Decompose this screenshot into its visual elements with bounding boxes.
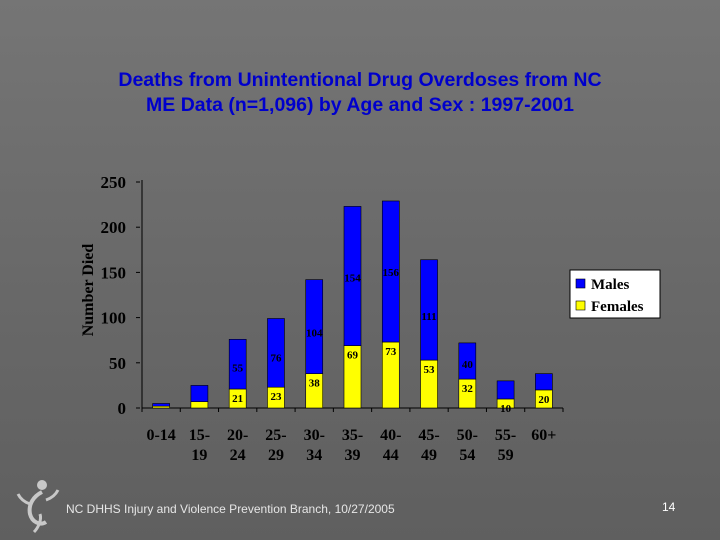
x-tick-label: 50-: [457, 427, 478, 444]
y-tick-label: 50: [109, 354, 126, 373]
data-label-females: 23: [270, 391, 282, 403]
data-label-males: 104: [306, 327, 323, 339]
footer-text: NC DHHS Injury and Violence Prevention B…: [66, 502, 395, 516]
x-tick-label: 20-: [227, 427, 248, 444]
x-tick-label: 55-: [495, 427, 516, 444]
bar-males: [267, 318, 285, 388]
bar-males: [343, 206, 362, 346]
x-tick-label: 60+: [531, 427, 556, 444]
page-number: 14: [662, 500, 676, 514]
y-tick-label: 0: [118, 399, 127, 418]
data-label-males: 40: [462, 359, 474, 371]
legend-label-males: Males: [591, 277, 629, 293]
x-tick-label: 44: [383, 447, 399, 464]
x-tick-label: 15-: [189, 427, 210, 444]
bar-males: [535, 373, 553, 391]
x-tick-label: 19: [191, 447, 207, 464]
x-tick-label: 30-: [304, 427, 325, 444]
data-label-males: 76: [270, 352, 282, 364]
x-tick-label: 40-: [380, 427, 401, 444]
legend-swatch-males: [575, 278, 586, 289]
data-label-females: 53: [424, 364, 436, 376]
data-label-females: 32: [462, 383, 474, 395]
y-tick-label: 150: [101, 263, 127, 282]
x-tick-label: 0-14: [146, 427, 175, 444]
data-label-females: 73: [385, 346, 397, 358]
y-tick-label: 100: [101, 309, 127, 328]
y-tick-label: 250: [101, 173, 127, 192]
legend-swatch-females: [575, 300, 586, 311]
data-label-females: 38: [309, 378, 321, 390]
bar-females: [190, 401, 209, 409]
data-label-females: 20: [538, 394, 550, 406]
logo-icon: [16, 480, 60, 534]
data-label-males: 111: [421, 311, 436, 323]
y-tick-label: 200: [101, 218, 127, 237]
x-tick-label: 35-: [342, 427, 363, 444]
legend-label-females: Females: [591, 299, 644, 315]
y-axis-label: Number Died: [80, 244, 97, 337]
title-line-2: ME Data (n=1,096) by Age and Sex : 1997-…: [146, 94, 574, 116]
bar-males: [458, 342, 477, 380]
title-line-1: Deaths from Unintentional Drug Overdoses…: [118, 69, 602, 91]
bar-males: [152, 403, 170, 407]
bar-males: [420, 259, 438, 361]
x-tick-label: 59: [498, 447, 514, 464]
x-tick-label: 49: [421, 447, 437, 464]
data-label-females: 10: [500, 403, 512, 415]
data-label-males: 154: [344, 272, 361, 284]
x-tick-label: 25-: [265, 427, 286, 444]
x-tick-label: 34: [306, 447, 322, 464]
x-tick-label: 54: [459, 447, 475, 464]
data-label-males: 55: [232, 363, 244, 375]
x-tick-label: 29: [268, 447, 284, 464]
slide-title: Deaths from Unintentional Drug Overdoses…: [20, 68, 700, 118]
x-tick-label: 24: [230, 447, 246, 464]
bar-males: [190, 385, 209, 402]
data-label-females: 69: [347, 350, 359, 362]
x-tick-label: 45-: [418, 427, 439, 444]
bar-males: [496, 380, 515, 400]
bar-males: [305, 279, 324, 374]
data-label-females: 21: [232, 393, 243, 405]
x-tick-label: 39: [345, 447, 361, 464]
bar-males: [228, 338, 247, 390]
data-label-males: 156: [383, 267, 400, 279]
bar-males: [381, 200, 400, 343]
